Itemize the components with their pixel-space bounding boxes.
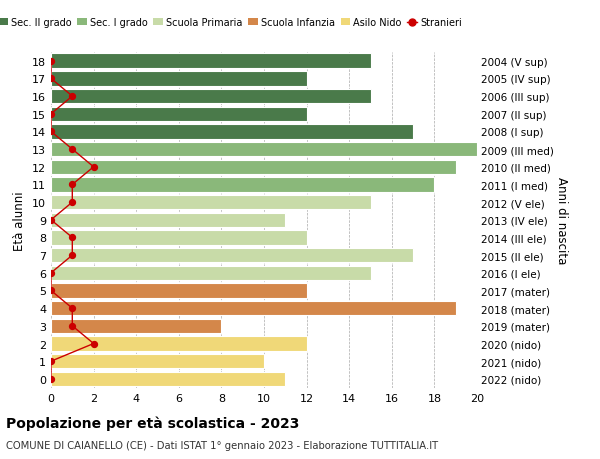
Bar: [51, 319, 221, 333]
Bar: [51, 301, 456, 316]
Point: [68, 252, 77, 259]
Bar: [51, 143, 477, 157]
Text: Popolazione per età scolastica - 2023: Popolazione per età scolastica - 2023: [6, 415, 299, 430]
Point: [68, 199, 77, 207]
Point: [46, 76, 56, 83]
Bar: [51, 54, 371, 69]
Bar: [51, 248, 413, 263]
Point: [46, 375, 56, 383]
Bar: [51, 178, 434, 192]
Bar: [51, 266, 371, 280]
Bar: [51, 231, 307, 245]
Y-axis label: Età alunni: Età alunni: [13, 190, 26, 250]
Point: [68, 93, 77, 101]
Bar: [51, 72, 307, 86]
Point: [68, 181, 77, 189]
Point: [46, 358, 56, 365]
Point: [68, 146, 77, 153]
Bar: [51, 160, 456, 174]
Bar: [51, 90, 371, 104]
Bar: [51, 354, 264, 369]
Point: [46, 111, 56, 118]
Point: [46, 58, 56, 65]
Point: [46, 269, 56, 277]
Bar: [51, 125, 413, 140]
Bar: [51, 107, 307, 122]
Bar: [51, 284, 307, 298]
Bar: [51, 372, 286, 386]
Point: [46, 129, 56, 136]
Bar: [51, 213, 286, 228]
Bar: [51, 336, 307, 351]
Point: [68, 234, 77, 241]
Bar: [51, 196, 371, 210]
Point: [89, 164, 98, 171]
Point: [89, 340, 98, 347]
Point: [46, 217, 56, 224]
Point: [68, 305, 77, 312]
Legend: Sec. II grado, Sec. I grado, Scuola Primaria, Scuola Infanzia, Asilo Nido, Stran: Sec. II grado, Sec. I grado, Scuola Prim…: [0, 14, 466, 32]
Y-axis label: Anni di nascita: Anni di nascita: [555, 177, 568, 264]
Point: [46, 287, 56, 295]
Text: COMUNE DI CAIANELLO (CE) - Dati ISTAT 1° gennaio 2023 - Elaborazione TUTTITALIA.: COMUNE DI CAIANELLO (CE) - Dati ISTAT 1°…: [6, 440, 438, 450]
Point: [68, 323, 77, 330]
